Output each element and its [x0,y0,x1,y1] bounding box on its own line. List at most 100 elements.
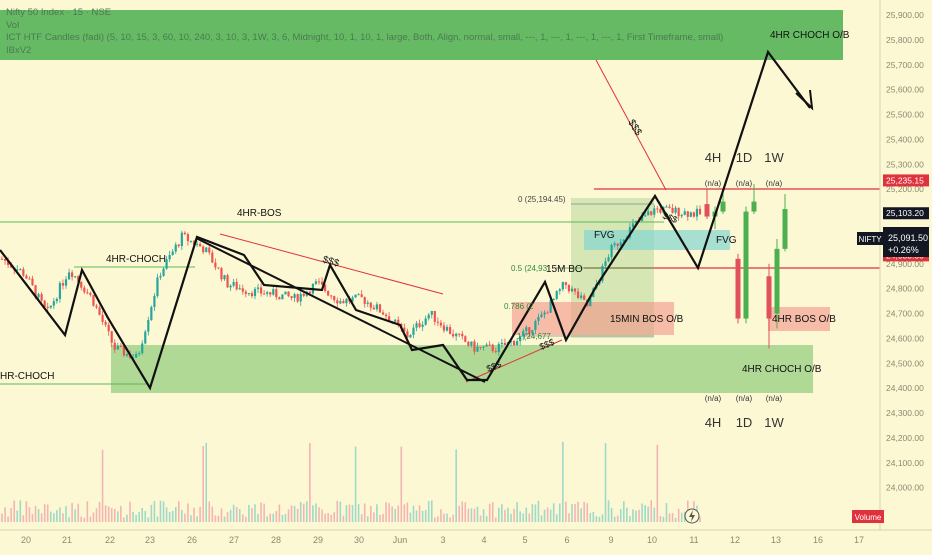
volume-bar [56,510,58,522]
price-tick-label: 25,600.00 [886,85,924,95]
vol-line[interactable]: Vol [6,19,20,31]
candle-body [141,343,144,354]
candle-body [122,346,126,356]
volume-bar [348,504,351,522]
htf-candle-body [720,201,726,212]
volume-bar [577,501,579,522]
candle-body [564,282,567,286]
volume-bar [622,501,625,522]
last-price-value: 25,091.50 [888,233,928,243]
volume-bar [476,506,479,522]
candle-body [628,227,631,238]
volume-bar [53,513,55,522]
volume-bar [665,503,668,522]
htf-top-na-4h: (n/a) [705,179,722,188]
volume-bar [40,513,43,522]
volume-bar [275,510,278,522]
volume-bar [312,505,314,522]
candle-body [488,344,491,346]
candle-body [52,301,55,306]
volume-bar [400,446,403,522]
liquidity-label-top2: $$$ [661,210,679,225]
price-tick-label: 25,800.00 [886,35,924,45]
volume-bar [299,501,302,522]
candle-body [689,212,692,217]
candle-body [16,269,19,271]
candle-body [549,300,552,313]
price-tick-label: 24,000.00 [886,483,924,493]
lightning-icon[interactable] [684,508,700,524]
volume-bar [235,506,238,522]
volume-bar [540,515,543,522]
htf-bottom-1w: 1W [764,415,784,430]
volume-bar [354,446,357,522]
candle-body [19,269,22,271]
time-tick-label: 26 [187,535,197,545]
time-tick-label: 29 [313,535,323,545]
volume-bar [7,516,9,522]
candle-body [110,331,113,343]
candle-body [546,312,549,314]
volume-bar [434,517,436,522]
candle-body [235,281,238,290]
volume-bar [632,509,634,522]
candle-body [512,341,516,346]
volume-bar [318,507,320,522]
candle-body [174,244,177,252]
candle-body [650,211,653,215]
ict-indicator-line[interactable]: ICT HTF Candles (fadi) (5, 10, 15, 3, 60… [6,32,724,43]
volume-bar [28,507,31,522]
volume-bar [394,508,396,522]
volume-bar [498,507,500,522]
volume-bar [443,513,445,522]
volume-bar [302,503,305,522]
volume-bar [141,508,144,522]
candle-body [278,297,281,300]
time-axis[interactable]: 20 21 22 23 26 27 28 29 30 Jun 3 4 5 6 9 10 11 12 13 16 17 [0,529,932,545]
candle-body [412,327,415,335]
candle-body [226,275,229,288]
candle-body [281,294,284,300]
volume-bar [342,515,345,522]
candle-body [186,234,190,242]
volume-bar [86,501,89,522]
candle-body [516,341,519,346]
volume-bar [571,504,573,522]
candle-body [199,243,202,247]
price-tick-label: 25,300.00 [886,159,924,169]
volume-bar [479,515,482,522]
volume-bar [181,510,183,522]
candle-body [470,341,473,346]
candle-body [0,258,4,260]
price-flag [883,207,929,220]
candle-body [217,267,220,269]
volume-bar [604,443,607,522]
candle-body [220,268,223,280]
15min-bos-ob-label: 15MIN BOS O/B [610,314,684,325]
candle-body [320,281,324,285]
volume-bar [583,501,585,522]
indicator-legend: Nifty 50 Index · 15 · NSE Vol ICT HTF Ca… [6,7,723,57]
volume-bar [147,517,150,522]
price-tick-label: 25,700.00 [886,60,924,70]
price-axis[interactable]: 25,900.00 25,800.00 25,700.00 25,600.00 25,5… [879,0,924,530]
volume-bar [132,511,134,522]
price-tick-label: 24,100.00 [886,458,924,468]
symbol-line[interactable]: Nifty 50 Index · 15 · NSE [6,7,112,18]
candle-body [208,247,211,253]
candle-body [552,298,555,301]
htf-candle-body [766,276,772,319]
ibx-indicator-line[interactable]: IBxV2 [6,44,32,56]
candle-body [287,291,290,297]
time-tick-label: 10 [647,535,657,545]
bottom-choch-ob-zone [111,345,813,393]
volume-bar [595,516,598,522]
candle-body [573,288,577,292]
fib-0786-label: 0.786 (2 [504,302,534,311]
candle-body [195,243,199,245]
candle-body [503,342,507,345]
volume-bar [83,517,86,522]
candle-body [479,346,482,348]
